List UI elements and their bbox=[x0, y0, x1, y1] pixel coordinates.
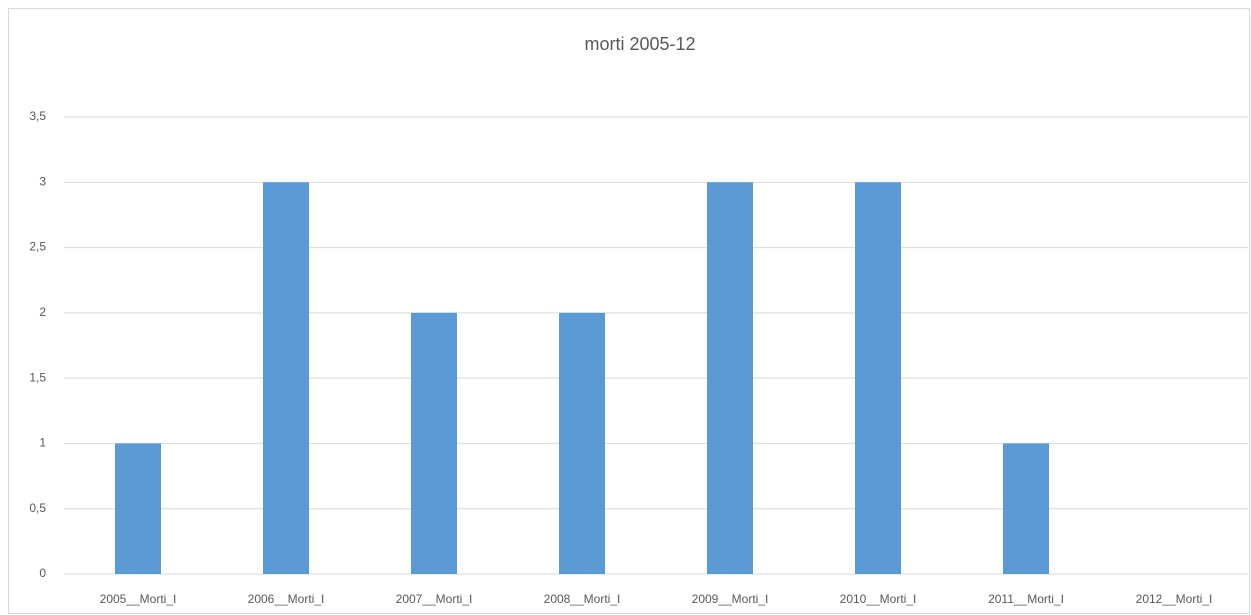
x-tick-label: 2007__Morti_I bbox=[396, 592, 473, 606]
x-tick-label: 2008__Morti_I bbox=[544, 592, 621, 606]
y-tick-label: 3,5 bbox=[29, 109, 46, 123]
bar bbox=[1003, 443, 1049, 574]
bar bbox=[411, 312, 457, 574]
x-tick-label: 2006__Morti_I bbox=[248, 592, 325, 606]
x-tick-label: 2005__Morti_I bbox=[100, 592, 177, 606]
chart-border bbox=[8, 8, 1250, 614]
y-tick-label: 2 bbox=[39, 305, 46, 319]
y-tick-label: 1,5 bbox=[29, 370, 46, 384]
y-tick-label: 2,5 bbox=[29, 240, 46, 254]
bar bbox=[559, 312, 605, 574]
y-tick-label: 0,5 bbox=[29, 501, 46, 515]
bar bbox=[707, 182, 753, 575]
y-tick-label: 0 bbox=[39, 566, 46, 580]
bar bbox=[855, 182, 901, 575]
x-tick-label: 2009__Morti_I bbox=[692, 592, 769, 606]
x-tick-label: 2012__Morti_I bbox=[1136, 592, 1213, 606]
x-tick-label: 2011__Morti_I bbox=[988, 592, 1064, 606]
y-tick-label: 1 bbox=[39, 436, 46, 450]
chart-title: morti 2005-12 bbox=[584, 34, 695, 54]
y-tick-label: 3 bbox=[39, 174, 46, 188]
bar bbox=[263, 182, 309, 575]
bar bbox=[115, 443, 161, 574]
x-tick-label: 2010__Morti_I bbox=[840, 592, 917, 606]
